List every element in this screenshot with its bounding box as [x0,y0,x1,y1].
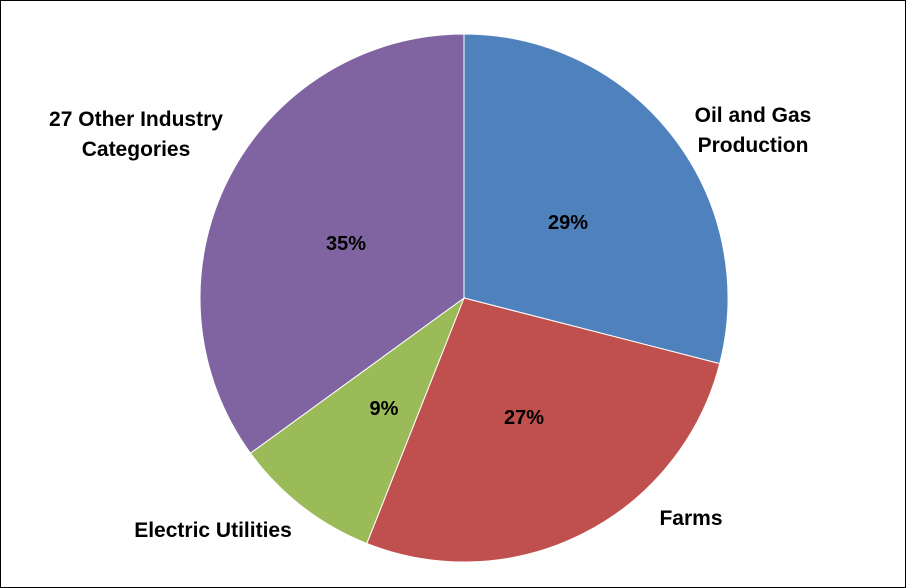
pie-category-labels: Oil and Gas Production Farms Electric Utili… [49,104,811,542]
pie-slice-farms [366,297,721,563]
pie-slice-27-other-industry-categories [199,33,465,454]
category-label-farms: Farms [659,507,722,530]
category-label-oil-and-gas-production: Oil and Gas Production [695,104,812,157]
value-label-oil-and-gas-production: 29% [548,212,588,234]
pie-slice-oil-and-gas-production [463,33,729,365]
pie-slice-electric-utilities [249,296,466,545]
category-label-27-other-industry-categories: 27 Other Industry Categories [49,108,223,161]
category-label-electric-utilities: Electric Utilities [134,519,292,542]
pie-value-labels: 29% 27% 9% 35% [326,212,588,429]
pie-slices [199,33,729,563]
value-label-27-other-industry-categories: 35% [326,233,366,255]
value-label-farms: 27% [504,407,544,429]
value-label-electric-utilities: 9% [370,398,399,420]
